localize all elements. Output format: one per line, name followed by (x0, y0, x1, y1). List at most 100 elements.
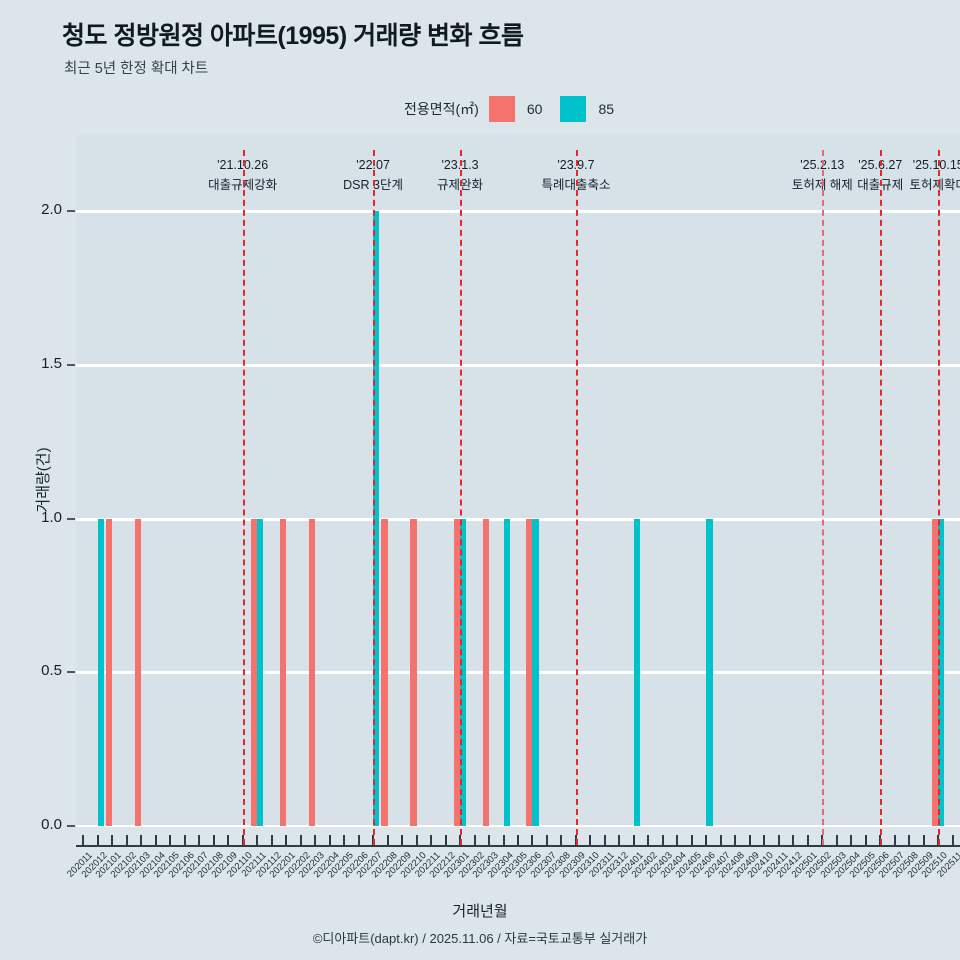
x-tick (256, 835, 259, 846)
x-tick (328, 835, 331, 846)
bar-85-202012 (97, 518, 104, 826)
legend-label-60: 60 (526, 101, 543, 117)
x-axis-line (76, 845, 960, 847)
x-tick (401, 835, 404, 846)
x-tick (198, 835, 201, 846)
x-tick (227, 835, 230, 846)
gridline (76, 210, 960, 213)
y-tick-label: 0.5 (41, 662, 62, 680)
legend-swatch-60 (488, 96, 515, 122)
y-tick-mark (67, 517, 75, 520)
x-tick (488, 835, 491, 846)
footer-note: ©디아파트(dapt.kr) / 2025.11.06 / 자료=국토교통부 실… (312, 931, 648, 946)
x-tick (212, 835, 215, 846)
x-tick (357, 835, 360, 846)
event-line-202207 (373, 150, 376, 845)
x-tick (603, 835, 606, 846)
x-tick (545, 835, 548, 846)
x-tick (763, 835, 766, 846)
x-tick (531, 835, 534, 846)
legend-swatch-85 (560, 96, 587, 122)
y-tick-label: 0.0 (41, 816, 62, 833)
x-tick (473, 835, 476, 846)
y-tick-label: 1.0 (41, 508, 62, 526)
x-tick (792, 835, 795, 846)
x-tick (444, 835, 447, 846)
bar-85-202304 (503, 518, 510, 826)
x-tick (299, 835, 302, 846)
x-tick (285, 835, 288, 846)
bar-85-202510 (938, 518, 945, 826)
gridline (76, 517, 960, 521)
y-axis-title: 거래량(건) (35, 447, 53, 513)
x-tick (415, 835, 418, 846)
x-tick (850, 835, 853, 846)
x-tick (589, 835, 592, 846)
event-line-202301 (460, 150, 463, 845)
x-tick (270, 835, 273, 846)
plot-area (76, 135, 960, 827)
x-tick (951, 835, 954, 846)
x-tick (748, 835, 751, 846)
event-line-202110 (242, 150, 245, 845)
x-tick (502, 835, 505, 846)
x-tick (632, 835, 635, 846)
x-tick (82, 835, 85, 846)
x-tick (314, 835, 317, 846)
x-tick (125, 835, 128, 846)
y-tick-label: 2.0 (41, 201, 62, 218)
event-line-202510 (938, 150, 941, 845)
y-tick-label: 1.5 (41, 354, 62, 372)
x-tick (690, 835, 693, 846)
bar-60-202203 (308, 518, 316, 826)
y-tick-mark (67, 825, 75, 827)
gridline (76, 363, 960, 367)
gridline (76, 671, 960, 675)
x-tick (806, 835, 809, 846)
bar-85-202406 (706, 518, 713, 826)
x-tick (661, 835, 664, 846)
x-tick (893, 835, 896, 846)
chart-subtitle: 최근 5년 한정 확대 차트 (64, 61, 209, 77)
x-tick (908, 835, 911, 846)
bar-60-202510 (932, 518, 939, 826)
x-tick (96, 835, 99, 846)
bar-85-202111 (257, 518, 264, 826)
x-tick (560, 835, 563, 846)
bar-60-202101 (106, 518, 113, 826)
x-tick (618, 835, 621, 846)
x-tick (183, 835, 186, 846)
bar-60-202306 (526, 518, 533, 826)
bar-60-202210 (410, 518, 417, 826)
x-tick (734, 835, 737, 846)
bar-60-202303 (482, 518, 489, 826)
x-tick (169, 835, 172, 846)
x-tick (386, 835, 389, 846)
x-tick (719, 835, 722, 846)
x-axis-title: 거래년월 (452, 903, 508, 920)
x-tick (676, 835, 679, 846)
legend: 전용면적(㎡) 60 85 (404, 95, 632, 123)
x-tick (835, 835, 838, 846)
bar-85-202306 (532, 518, 539, 826)
y-tick-mark (67, 363, 75, 366)
x-tick (864, 835, 867, 846)
legend-label-85: 85 (598, 101, 615, 117)
x-tick (705, 835, 708, 846)
x-tick (343, 835, 346, 846)
page-title: 청도 정방원정 아파트(1995) 거래량 변화 흐름 (62, 22, 524, 50)
event-line-202506 (880, 150, 883, 845)
y-tick-mark (67, 210, 75, 212)
x-tick (777, 835, 780, 846)
bar-60-202201 (279, 518, 287, 826)
x-tick (154, 835, 157, 846)
x-tick (922, 835, 925, 846)
x-tick (430, 835, 433, 846)
event-line-202309 (575, 150, 578, 845)
bar-85-202301 (460, 518, 467, 826)
x-tick (140, 835, 143, 846)
legend-title: 전용면적(㎡) (404, 101, 479, 117)
y-tick-mark (67, 671, 75, 674)
x-tick (111, 835, 114, 846)
